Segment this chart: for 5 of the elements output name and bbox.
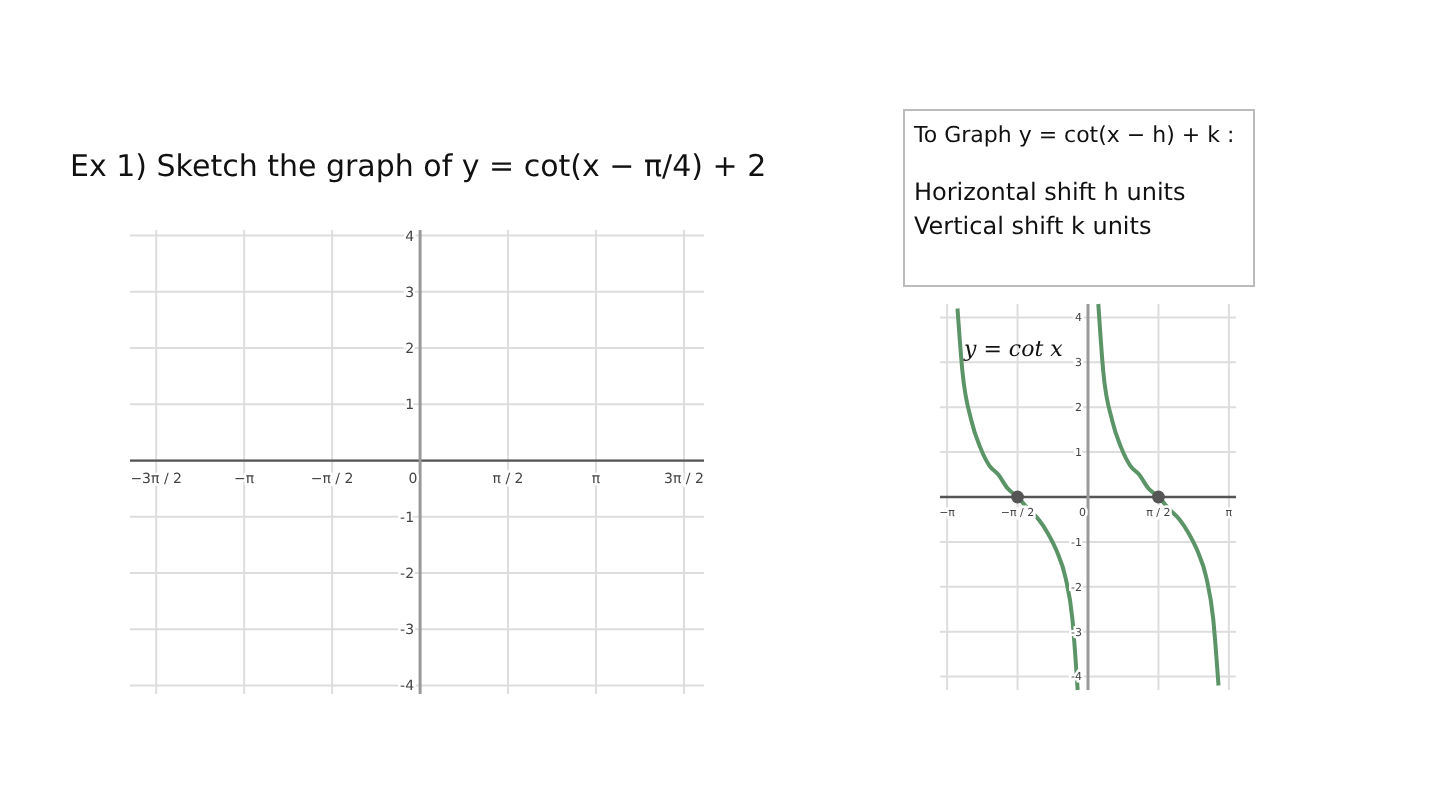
chart-title: Ex 1) Sketch the graph of y = cot(x − π/4) + 2 [70,148,767,184]
text: Horizontal shift h units [914,178,1186,206]
text: To Graph y = cot(x − h) + k : [912,122,1235,148]
text: Vertical shift k units [914,212,1152,240]
annotation: y = cot x [962,336,1065,362]
